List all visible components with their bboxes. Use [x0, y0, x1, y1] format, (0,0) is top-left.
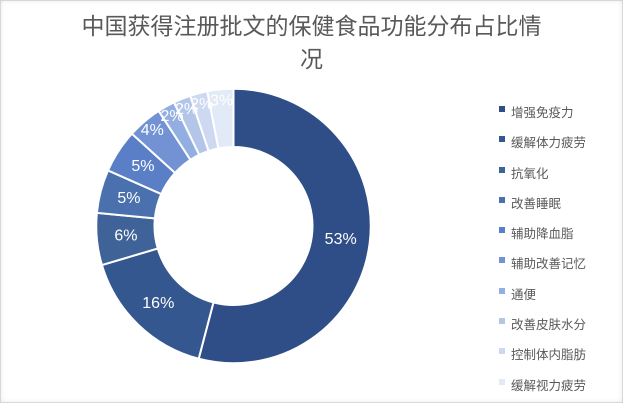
svg-text:3%: 3%	[210, 93, 233, 110]
svg-text:5%: 5%	[131, 158, 154, 175]
svg-text:6%: 6%	[114, 228, 137, 245]
svg-text:53%: 53%	[325, 231, 357, 248]
svg-text:5%: 5%	[117, 190, 140, 207]
svg-text:16%: 16%	[142, 295, 174, 312]
